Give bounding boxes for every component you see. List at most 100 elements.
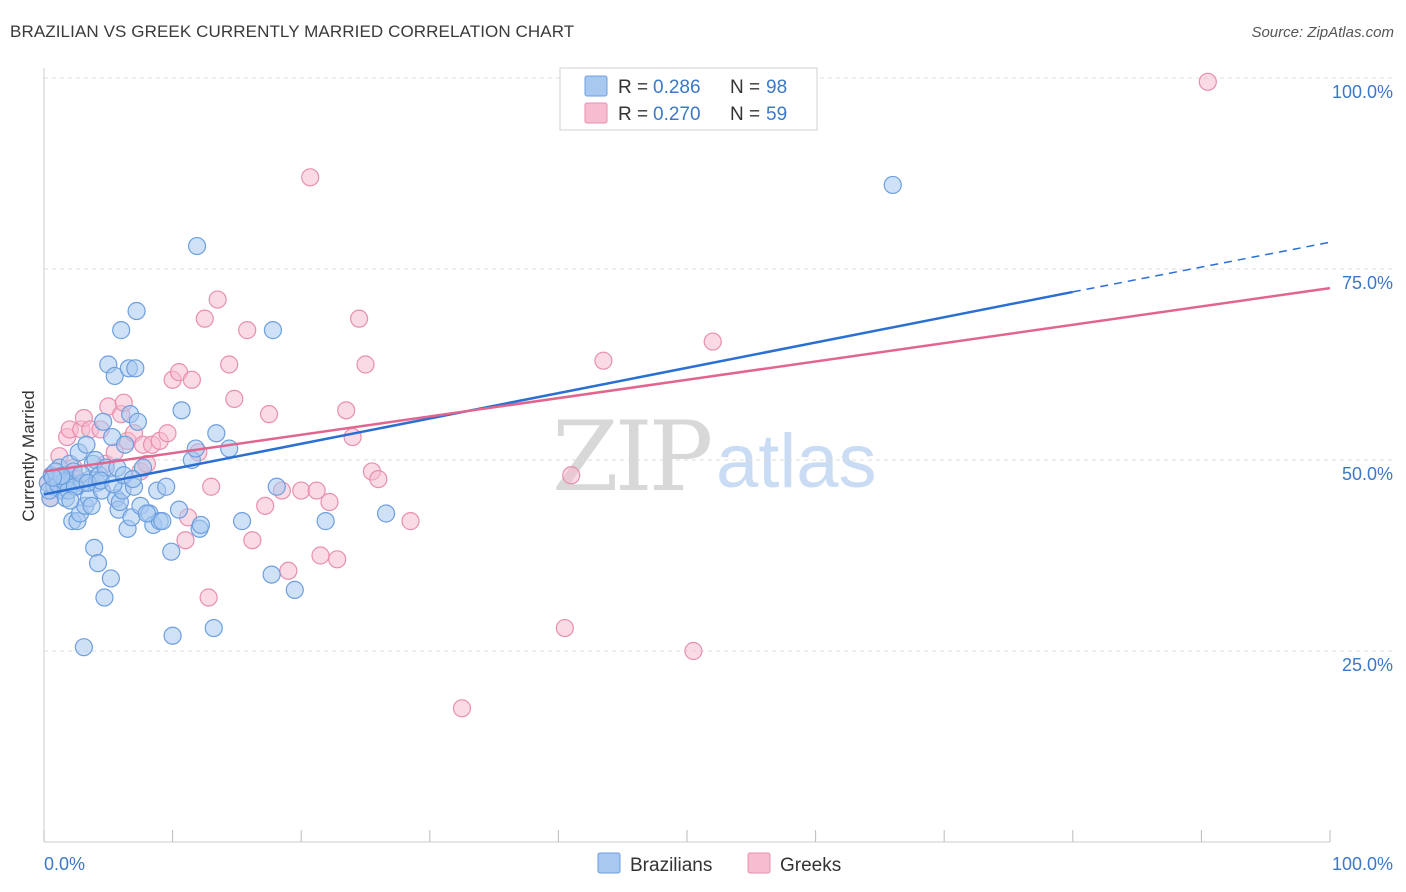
- brazilians-point-77: [316, 512, 335, 531]
- bottom-legend-brazilians: Brazilians: [630, 855, 712, 876]
- greeks-point-56: [401, 512, 420, 531]
- greeks-point-63: [1198, 72, 1217, 91]
- brazilians-point-35: [101, 569, 120, 588]
- legend-n-label-2: N =: [730, 104, 760, 125]
- watermark-zip: ZIP: [552, 401, 711, 513]
- brazilians-point-28: [88, 554, 108, 573]
- brazilians-point-92: [74, 638, 93, 657]
- brazilians-point-51: [127, 301, 146, 321]
- legend-r-value-1: 0.286: [653, 77, 701, 98]
- greeks-point-25: [158, 424, 177, 443]
- x-tick-label-min: 0.0%: [44, 854, 85, 874]
- y-axis-title: Currently Married: [19, 390, 38, 521]
- greeks-trend-line: [43, 286, 1331, 473]
- bottom-legend-swatch-greeks: [747, 852, 771, 874]
- chart-title: BRAZILIAN VS GREEK CURRENTLY MARRIED COR…: [10, 22, 575, 41]
- legend-n-value-2: 59: [766, 104, 787, 125]
- greeks-point-34: [202, 477, 221, 496]
- legend-n-label-1: N =: [730, 77, 760, 98]
- greeks-point-60: [594, 351, 613, 370]
- greeks-point-32: [195, 309, 214, 328]
- brazilians-point-25: [85, 538, 104, 557]
- legend-n-value-1: 98: [766, 77, 787, 98]
- legend-r-label-1: R =: [618, 77, 648, 98]
- brazilians-point-76: [285, 580, 304, 599]
- greeks-point-58: [562, 466, 581, 485]
- greeks-point-48: [320, 492, 339, 512]
- axes: 25.0% 50.0% 75.0% 100.0%: [43, 68, 1393, 843]
- greeks-point-39: [243, 531, 262, 550]
- bottom-legend-swatch-brazilians: [597, 852, 621, 874]
- greeks-point-40: [256, 496, 275, 515]
- y-tick-label-25: 25.0%: [1342, 655, 1393, 675]
- brazilians-point-20: [77, 435, 96, 454]
- brazilians-point-70: [207, 424, 226, 443]
- brazilians-point-68: [191, 515, 210, 535]
- greeks-point-53: [356, 355, 375, 374]
- greeks-point-61: [684, 641, 703, 661]
- brazilians-point-95: [61, 491, 80, 510]
- greeks-point-28: [176, 531, 195, 550]
- brazilians-point-31: [94, 412, 113, 431]
- greeks-point-37: [225, 389, 244, 408]
- legend-r-label-2: R =: [618, 104, 648, 125]
- brazilians-point-79: [883, 175, 902, 195]
- legend-swatch-brazilians: [584, 75, 608, 97]
- trend-lines: [43, 241, 1331, 496]
- brazilians-point-69: [204, 618, 223, 638]
- brazilians-point-66: [187, 236, 207, 256]
- greeks-point-50: [337, 401, 356, 420]
- legend-r-value-2: 0.270: [653, 104, 701, 125]
- greeks-point-57: [452, 699, 472, 718]
- bottom-legend-greeks: Greeks: [780, 855, 841, 876]
- source-label: Source: ZipAtlas.com: [1251, 24, 1394, 41]
- brazilians-point-74: [263, 321, 283, 340]
- brazilians-point-42: [112, 321, 131, 340]
- stats-legend: R = 0.286 N = 98 R = 0.270 N = 59: [559, 67, 818, 131]
- brazilians-point-60: [162, 542, 181, 561]
- gridlines: [44, 77, 1393, 652]
- brazilians-trend-line: [43, 290, 1074, 496]
- watermark: ZIP atlas: [552, 401, 877, 513]
- brazilians-point-72: [232, 512, 252, 531]
- brazilians-points: [38, 175, 902, 657]
- greeks-point-47: [311, 546, 330, 565]
- brazilians-point-32: [95, 588, 114, 607]
- greeks-point-51: [343, 427, 362, 447]
- y-tick-label-50: 50.0%: [1342, 464, 1393, 484]
- y-tick-label-100: 100.0%: [1332, 82, 1393, 102]
- greeks-point-55: [369, 470, 388, 489]
- greeks-point-33: [199, 588, 218, 607]
- greeks-point-44: [292, 481, 311, 500]
- brazilians-point-73: [262, 565, 281, 584]
- brazilians-point-94: [157, 477, 176, 496]
- brazilians-point-62: [169, 500, 189, 519]
- greeks-point-41: [259, 405, 279, 424]
- greeks-point-59: [555, 618, 574, 638]
- brazilians-point-63: [172, 401, 191, 420]
- brazilians-point-93: [137, 504, 156, 523]
- brazilians-point-59: [153, 512, 172, 531]
- greeks-point-38: [238, 321, 257, 340]
- brazilians-trend-extension: [1072, 241, 1331, 293]
- greeks-point-29: [182, 370, 201, 389]
- greeks-point-36: [220, 355, 239, 374]
- greeks-point-45: [301, 168, 320, 187]
- greeks-point-49: [328, 550, 347, 569]
- greeks-point-35: [208, 290, 227, 309]
- brazilians-point-61: [163, 626, 182, 645]
- series-legend: Brazilians Greeks: [597, 852, 841, 876]
- legend-swatch-greeks: [584, 102, 608, 124]
- brazilians-point-75: [267, 477, 286, 496]
- brazilians-point-44: [115, 435, 135, 454]
- watermark-atlas: atlas: [716, 419, 877, 504]
- greeks-point-52: [349, 309, 369, 328]
- brazilians-point-71: [220, 439, 239, 458]
- brazilians-point-52: [128, 412, 147, 431]
- greeks-point-46: [307, 481, 326, 500]
- brazilians-point-23: [82, 496, 101, 515]
- brazilians-point-37: [105, 366, 124, 386]
- x-tick-label-max: 100.0%: [1332, 854, 1393, 874]
- brazilians-point-78: [376, 504, 396, 523]
